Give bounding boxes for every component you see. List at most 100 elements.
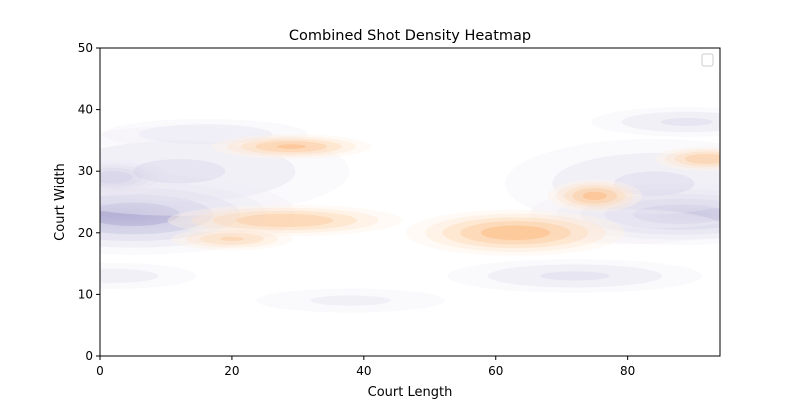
orange-density-contour <box>212 210 357 231</box>
orange-density-contour <box>171 227 293 251</box>
purple-density-contour <box>653 206 720 222</box>
purple-density-contour <box>666 209 720 220</box>
orange-density-contour <box>442 217 589 249</box>
purple-density-blob <box>100 173 296 255</box>
purple-density-contour <box>100 204 172 225</box>
purple-density-contour <box>447 259 703 293</box>
purple-density-contour <box>100 173 296 255</box>
purple-density-contour <box>100 268 159 283</box>
density-layer <box>100 107 720 313</box>
purple-density-contour <box>621 111 720 133</box>
purple-density-contour <box>100 262 197 289</box>
x-tick-label: 60 <box>488 364 503 378</box>
purple-density-contour <box>505 138 720 229</box>
x-tick-label: 20 <box>224 364 239 378</box>
x-tick-label: 40 <box>356 364 371 378</box>
purple-density-contour <box>633 204 720 224</box>
orange-density-contour <box>190 207 379 234</box>
y-tick-label: 10 <box>78 287 93 301</box>
purple-density-contour <box>683 212 704 217</box>
purple-density-blob <box>534 209 720 245</box>
purple-density-blob <box>100 262 197 289</box>
purple-density-contour <box>100 208 152 221</box>
purple-density-contour <box>529 183 720 246</box>
y-tick-label: 40 <box>78 103 93 117</box>
orange-density-blob <box>167 204 402 237</box>
orange-density-contour <box>547 179 642 213</box>
orange-density-contour <box>654 146 720 172</box>
orange-density-contour <box>674 151 720 167</box>
purple-density-contour <box>138 124 273 145</box>
purple-density-contour <box>100 196 214 232</box>
orange-density-contour <box>255 141 327 153</box>
purple-density-blob <box>100 196 214 232</box>
purple-density-blob <box>591 107 720 137</box>
purple-density-contour <box>556 189 720 240</box>
y-axis-label: Court Width <box>53 163 68 241</box>
purple-density-contour <box>487 264 663 288</box>
y-tick-label: 20 <box>78 226 93 240</box>
purple-density-contour <box>647 205 720 224</box>
purple-density-contour <box>552 153 720 215</box>
y-tick-label: 30 <box>78 164 93 178</box>
purple-density-contour <box>613 171 695 196</box>
y-axis: 0 10 20 30 40 50 <box>78 41 100 363</box>
purple-density-contour <box>100 159 169 196</box>
purple-density-contour <box>604 198 720 230</box>
purple-density-contour <box>100 187 241 241</box>
orange-density-contour <box>235 213 334 228</box>
purple-density-contour <box>100 210 140 219</box>
purple-density-blob <box>631 202 720 226</box>
purple-density-contour <box>100 181 267 248</box>
purple-density-contour <box>103 118 308 150</box>
purple-density-contour <box>100 199 202 230</box>
x-axis: 0 20 40 60 80 <box>96 356 635 378</box>
orange-density-contour <box>405 209 626 256</box>
purple-density-contour <box>580 193 720 235</box>
orange-density-contour <box>240 138 342 155</box>
orange-density-contour <box>167 204 402 237</box>
purple-density-blob <box>103 118 308 150</box>
purple-density-contour <box>100 140 296 202</box>
purple-density-contour <box>100 206 163 223</box>
purple-density-contour <box>639 204 720 225</box>
purple-density-contour <box>631 202 720 226</box>
x-axis-label: Court Length <box>368 385 453 400</box>
purple-density-contour <box>659 208 720 221</box>
legend-box <box>701 53 714 67</box>
orange-density-contour <box>572 188 618 204</box>
orange-density-blob <box>654 146 720 172</box>
orange-density-contour <box>425 213 606 252</box>
plot-frame <box>99 47 721 357</box>
orange-density-contour <box>220 236 244 242</box>
purple-density-contour <box>661 117 713 126</box>
orange-density-contour <box>185 230 279 248</box>
orange-density-contour <box>685 153 720 164</box>
x-tick-label: 0 <box>96 364 104 378</box>
orange-density-contour <box>582 191 607 200</box>
x-tick-label: 80 <box>620 364 635 378</box>
purple-density-blob <box>256 288 446 313</box>
purple-density-contour <box>100 167 143 187</box>
orange-density-contour <box>199 232 264 245</box>
orange-density-contour <box>481 225 551 241</box>
orange-density-blob <box>405 209 626 256</box>
purple-density-blob <box>100 126 350 216</box>
purple-density-contour <box>673 210 714 218</box>
purple-density-blob <box>100 159 169 196</box>
purple-density-contour <box>540 271 610 281</box>
orange-density-blob <box>547 179 642 213</box>
orange-density-contour <box>460 221 571 245</box>
orange-density-blob <box>171 227 293 251</box>
orange-density-contour <box>665 149 720 169</box>
orange-density-contour <box>211 134 371 159</box>
purple-density-contour <box>534 209 720 245</box>
purple-density-contour <box>100 165 151 190</box>
purple-density-contour <box>256 288 446 313</box>
orange-density-blob <box>211 134 371 159</box>
orange-density-contour <box>276 144 306 149</box>
purple-density-blob <box>447 259 703 293</box>
purple-density-contour <box>100 162 160 193</box>
legend <box>701 53 714 67</box>
